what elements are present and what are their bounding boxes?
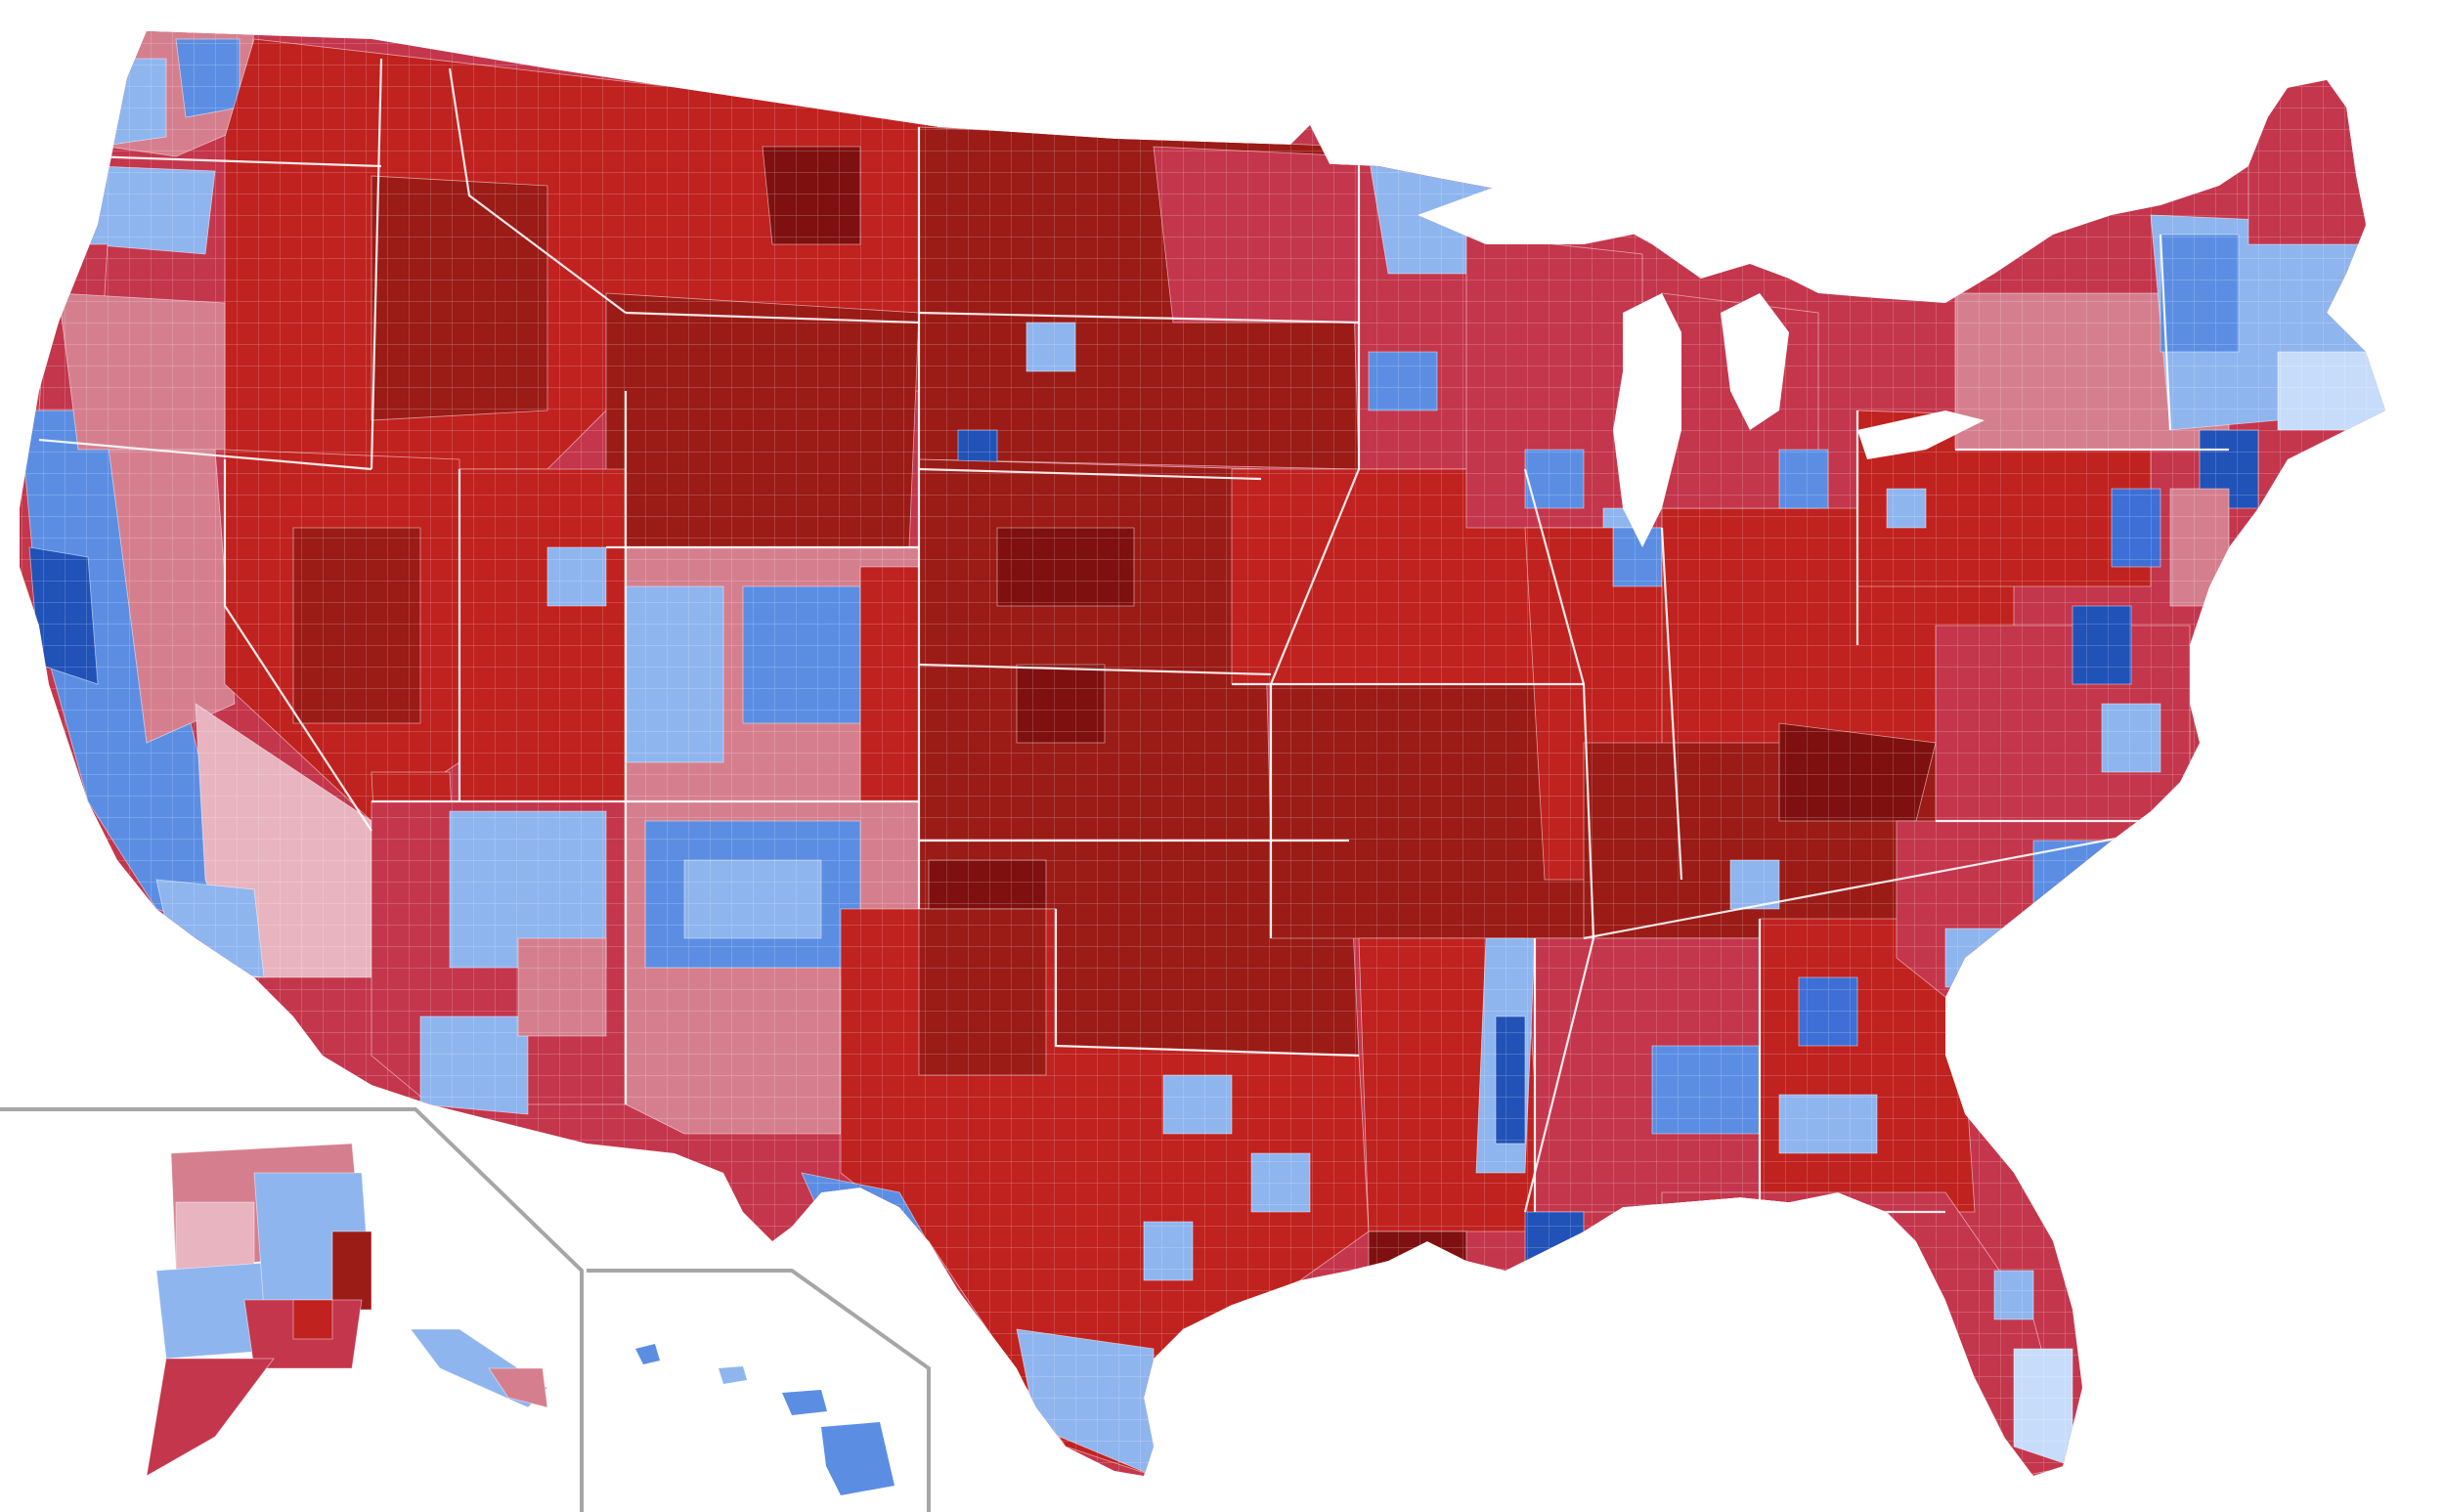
border-mississippi-river	[1523, 468, 1595, 1213]
great-lakes	[1418, 176, 1985, 547]
hawaii-kauai	[635, 1344, 660, 1364]
alaska-northwest	[175, 1201, 255, 1272]
border-wa-or	[87, 154, 382, 168]
border-id-west	[370, 58, 383, 470]
lake-huron	[1721, 293, 1789, 430]
hawaii-inset	[587, 1269, 931, 1512]
alaska-peninsula	[146, 1358, 275, 1477]
alaska-inset-frame	[0, 1107, 584, 1512]
border-sd-ne	[918, 467, 1262, 481]
hawaii-big-island	[821, 1422, 895, 1495]
alaska-inset	[0, 1107, 584, 1512]
hawaii-maui	[782, 1390, 827, 1415]
border-mt-wy	[625, 311, 920, 324]
border-or-ca	[38, 438, 372, 471]
border-ky-tn	[1583, 819, 2210, 940]
alaska-counties	[146, 1143, 548, 1477]
border-ca-nv	[223, 459, 372, 832]
border-id-mt	[448, 67, 627, 314]
border-nd-sd	[918, 311, 1360, 324]
hawaii-oahu	[719, 1366, 747, 1384]
alaska-east	[331, 1231, 372, 1311]
alaska-panhandle-south	[488, 1367, 548, 1408]
border-ne-ks	[918, 663, 1272, 676]
lake-erie	[1857, 410, 1985, 459]
border-il-in	[1660, 527, 1683, 881]
alaska-anchorage	[292, 1299, 333, 1340]
border-mn-west	[1269, 147, 1361, 938]
border-ok-tx	[1054, 909, 1360, 1058]
lake-michigan	[1613, 293, 1681, 547]
hawaii-inset-frame	[587, 1269, 931, 1512]
border-new-england	[2159, 234, 2172, 431]
lake-superior	[1418, 176, 1681, 244]
